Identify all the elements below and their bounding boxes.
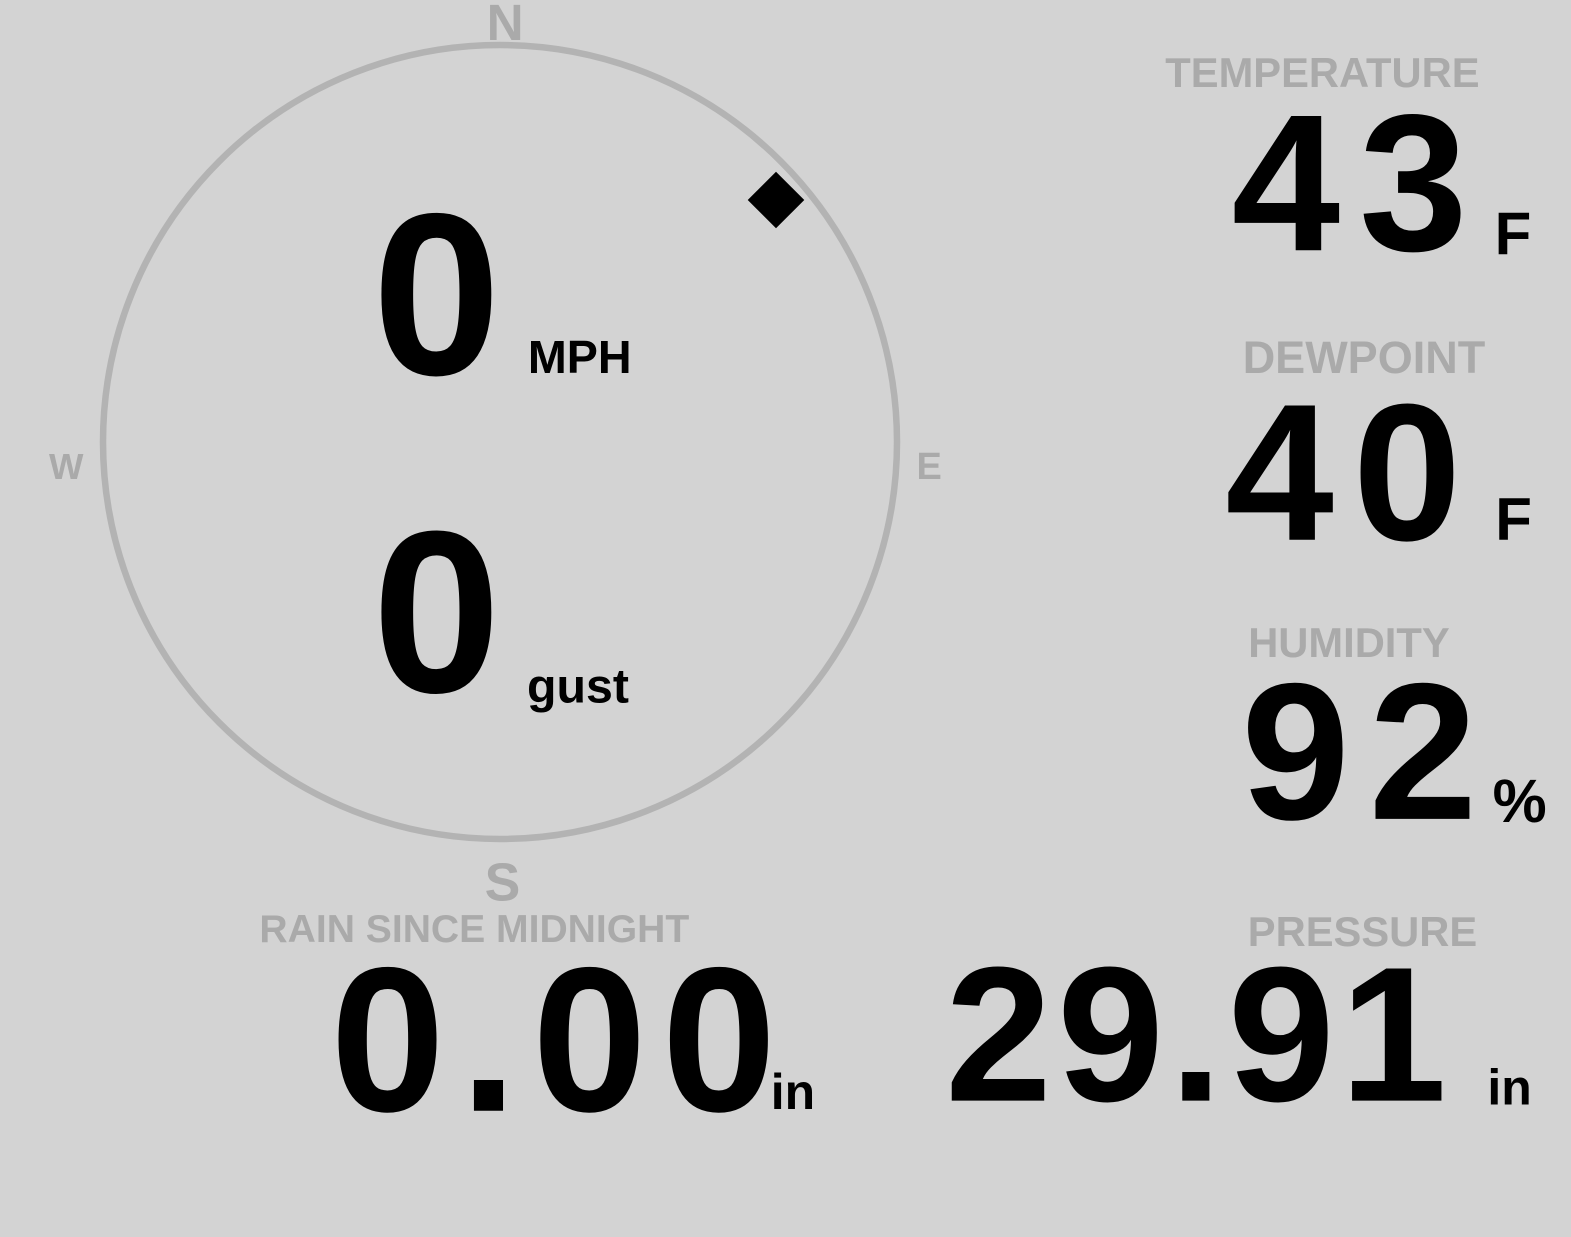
svg-text:in: in (771, 1064, 815, 1120)
svg-text:W: W (49, 446, 84, 487)
svg-text:0.00: 0.00 (330, 925, 791, 1155)
svg-text:%: % (1493, 767, 1547, 835)
svg-text:40: 40 (1225, 364, 1480, 582)
svg-text:F: F (1495, 486, 1532, 553)
svg-text:MPH: MPH (528, 331, 632, 383)
svg-text:0: 0 (372, 483, 500, 741)
svg-text:in: in (1487, 1059, 1531, 1115)
svg-text:N: N (487, 0, 524, 51)
svg-text:29.91: 29.91 (945, 927, 1452, 1142)
svg-text:F: F (1495, 200, 1532, 267)
svg-text:E: E (917, 446, 942, 488)
svg-text:S: S (485, 854, 521, 913)
svg-text:0: 0 (372, 165, 500, 423)
svg-text:92: 92 (1241, 643, 1496, 861)
svg-text:43: 43 (1232, 74, 1487, 292)
svg-text:gust: gust (527, 660, 629, 714)
